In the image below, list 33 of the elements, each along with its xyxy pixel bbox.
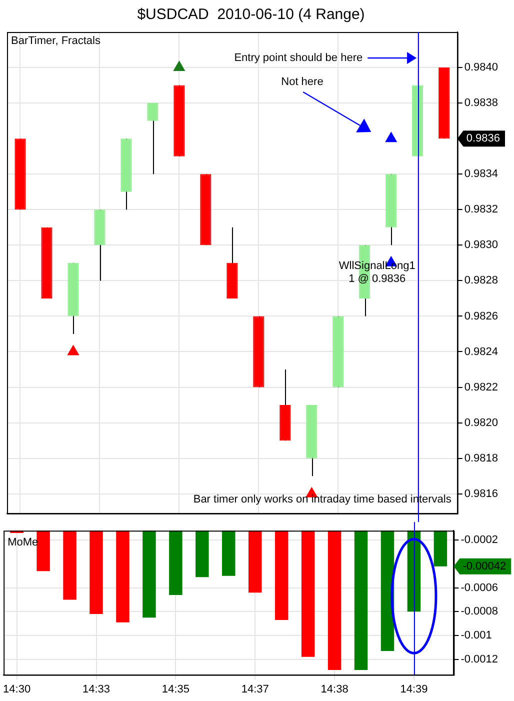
point — [68, 345, 79, 356]
chart-title: $USDCAD 2010-06-10 (4 Range) — [137, 6, 365, 24]
y-tick-label: 0.9826 — [464, 310, 498, 322]
x-tick-label: 14:39 — [400, 683, 428, 696]
text: -0.00042 — [462, 560, 506, 572]
point — [385, 132, 397, 142]
y-tick-label: -0.0006 — [460, 582, 498, 594]
y-tick-label: 0.9822 — [464, 381, 498, 394]
x-tick-label: 14:30 — [3, 683, 31, 696]
y-tick-label: 0.9840 — [464, 62, 498, 74]
x-tick-label: 14:33 — [82, 683, 110, 696]
y-tick-label: 0.9816 — [464, 488, 498, 500]
y-tick-label: -0.001 — [460, 630, 492, 642]
annotation: BarTimer, Fractals — [11, 35, 101, 48]
point — [174, 61, 185, 72]
y-tick-label: 0.9828 — [464, 274, 498, 287]
y-tick-label: 0.9820 — [464, 416, 498, 429]
y-tick-label: 0.9824 — [464, 346, 498, 358]
text: 0.9836 — [466, 132, 500, 145]
x-tick-label: 14:37 — [241, 683, 269, 696]
y-tick-label: -0.0008 — [460, 606, 498, 618]
y-tick-label: -0.0012 — [460, 653, 498, 666]
y-tick-label: 0.9818 — [464, 452, 498, 464]
y-tick-label: 0.9832 — [464, 204, 498, 216]
annotation: Not here — [281, 76, 324, 88]
y-tick-label: 0.9834 — [464, 168, 498, 180]
x-tick-label: 14:38 — [320, 683, 348, 696]
y-tick-label: 0.9838 — [464, 97, 498, 110]
x-tick-label: 14:35 — [162, 683, 190, 696]
y-tick-label: 0.9830 — [464, 239, 498, 252]
annotation: Entry point should be here — [234, 52, 363, 64]
y-tick-label: -0.0002 — [460, 534, 498, 546]
annotation: WllSignalLong1 1 @ 0.9836 — [338, 260, 416, 285]
